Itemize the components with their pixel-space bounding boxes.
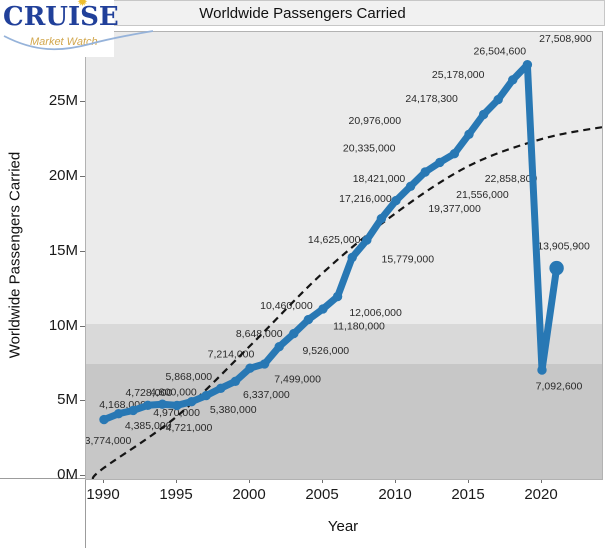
y-tick-mark xyxy=(80,325,85,327)
data-label: 27,508,900 xyxy=(539,33,592,45)
data-label: 9,526,000 xyxy=(302,345,349,357)
background-band xyxy=(86,324,602,365)
data-point xyxy=(259,359,270,369)
data-label: 7,092,600 xyxy=(536,381,583,393)
data-point xyxy=(99,414,109,425)
y-tick-label: 20M xyxy=(48,167,78,184)
x-tick-label: 2010 xyxy=(378,486,412,503)
data-point xyxy=(376,213,387,224)
data-label: 13,905,900 xyxy=(537,241,590,253)
data-label: 5,868,000 xyxy=(165,371,212,383)
data-point xyxy=(478,109,489,120)
data-point xyxy=(347,252,357,263)
y-tick-label: 5M xyxy=(57,391,78,409)
data-label: 19,377,000 xyxy=(428,203,481,215)
data-label: 8,648,000 xyxy=(236,328,283,340)
data-label: 26,504,600 xyxy=(474,45,527,57)
data-point xyxy=(113,409,124,419)
data-point xyxy=(537,365,547,375)
y-tick-mark xyxy=(80,176,85,177)
data-label: 5,380,000 xyxy=(210,404,257,416)
data-point xyxy=(508,75,518,85)
sun-star-icon: ✹ xyxy=(77,0,88,10)
x-tick-mark xyxy=(249,479,250,483)
y-tick-mark xyxy=(80,101,85,103)
data-point xyxy=(362,235,372,245)
data-label: 7,499,000 xyxy=(274,373,321,385)
data-point xyxy=(289,328,299,339)
data-label: 11,180,000 xyxy=(333,320,385,332)
data-point xyxy=(435,157,445,168)
x-tick-label: 1990 xyxy=(86,486,120,503)
data-point xyxy=(303,314,314,325)
x-tick-mark xyxy=(322,479,323,483)
data-point xyxy=(245,363,255,373)
x-axis-title: Year xyxy=(327,518,359,535)
y-tick-label: 0M xyxy=(57,466,78,483)
x-tick-label: 2005 xyxy=(305,486,339,503)
data-label: 25,178,000 xyxy=(432,69,485,81)
data-label: 18,421,000 xyxy=(353,173,406,185)
data-label: 20,976,000 xyxy=(349,115,402,127)
data-label: 4,721,000 xyxy=(166,422,213,434)
data-point xyxy=(201,390,211,401)
cruise-market-watch-logo: CRUISE ✹ Market Watch xyxy=(0,0,119,57)
y-tick-mark xyxy=(80,400,85,402)
data-label: 4,970,000 xyxy=(153,407,200,419)
data-point xyxy=(420,167,430,177)
data-point xyxy=(172,400,182,411)
x-tick-mark xyxy=(103,479,104,483)
data-point xyxy=(391,195,401,206)
data-label: 15,779,000 xyxy=(382,254,435,266)
data-label: 24,178,300 xyxy=(405,93,458,105)
y-tick-mark xyxy=(80,250,85,252)
x-tick-mark xyxy=(468,479,469,483)
x-tick-mark xyxy=(395,479,396,483)
data-point xyxy=(157,399,168,409)
data-label: 6,337,000 xyxy=(243,389,290,401)
data-point xyxy=(216,383,226,393)
data-point xyxy=(143,400,153,410)
data-label: 14,625,000 xyxy=(308,234,361,246)
x-tick-mark xyxy=(541,479,542,483)
logo-tagline: Market Watch xyxy=(30,36,98,48)
y-tick-mark xyxy=(80,475,85,476)
data-point xyxy=(186,397,197,407)
x-tick-mark xyxy=(176,479,177,483)
data-point xyxy=(318,304,328,314)
x-tick-label: 2000 xyxy=(232,486,266,503)
x-tick-label: 2020 xyxy=(524,486,558,503)
x-tick-label: 1995 xyxy=(159,486,193,503)
data-point xyxy=(128,405,138,416)
logo-brand-text: CRUISE ✹ xyxy=(3,0,119,32)
data-label: 12,006,000 xyxy=(349,307,402,319)
data-point xyxy=(464,129,474,139)
y-tick-label: 10M xyxy=(48,316,78,334)
data-point xyxy=(405,181,416,191)
data-label: 4,728,000 xyxy=(125,387,172,399)
data-label: 3,774,000 xyxy=(86,435,132,447)
data-point xyxy=(493,94,503,105)
data-label: 17,216,000 xyxy=(339,193,392,205)
data-point xyxy=(230,376,241,386)
data-point xyxy=(332,291,343,302)
chart-title: Worldwide Passengers Carried xyxy=(199,4,406,22)
y-tick-label: 15M xyxy=(48,241,78,259)
baseline-left-segment xyxy=(0,478,85,479)
data-label: 22,858,800 xyxy=(485,173,538,185)
trend-line xyxy=(91,126,602,479)
data-label: 4,800,000 xyxy=(150,387,197,399)
data-label: 21,556,000 xyxy=(456,189,509,201)
data-point xyxy=(274,342,284,352)
data-label: 20,335,000 xyxy=(343,143,396,155)
data-label: 7,214,000 xyxy=(208,349,255,361)
data-point xyxy=(449,149,460,159)
x-tick-label: 2015 xyxy=(451,486,485,503)
y-tick-label: 25M xyxy=(48,92,78,110)
data-point xyxy=(522,60,533,70)
plot-area: 3,774,000 4,168,000 4,385,000 4,728,000 4,80… xyxy=(85,31,603,480)
data-point xyxy=(549,260,564,276)
data-label: 10,460,000 xyxy=(260,300,313,312)
